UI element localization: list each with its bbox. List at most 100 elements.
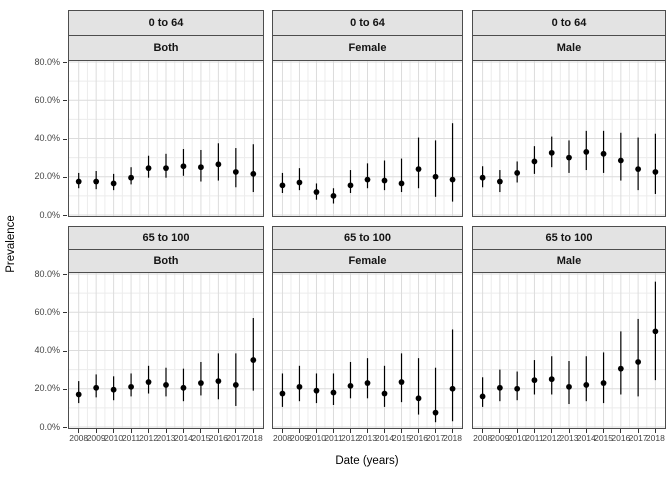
data-point xyxy=(75,178,82,185)
x-tick-mark xyxy=(603,429,605,433)
panel-plot-0to64-male xyxy=(472,60,666,217)
x-tick-label: 2010 xyxy=(507,433,527,443)
data-point xyxy=(145,165,152,172)
x-tick-mark xyxy=(235,429,237,433)
data-point xyxy=(232,169,239,175)
x-tick-mark xyxy=(298,429,300,433)
data-point xyxy=(250,357,257,363)
data-point xyxy=(514,170,521,176)
facet-strip-sex-65to100-both: Both xyxy=(68,249,264,273)
y-tick-label: 60.0% xyxy=(34,94,60,105)
x-tick-label: 2013 xyxy=(559,433,579,443)
data-point xyxy=(296,383,303,390)
data-point xyxy=(617,365,624,372)
panel-plot-65to100-female xyxy=(272,272,463,429)
data-point xyxy=(198,164,204,171)
y-tick-mark xyxy=(63,215,67,216)
data-point xyxy=(330,389,337,396)
y-tick-mark xyxy=(63,62,67,63)
data-point xyxy=(398,180,405,187)
facet-strip-age-65to100-male: 65 to 100 xyxy=(472,226,666,250)
x-tick-label: 2017 xyxy=(226,433,246,443)
panel-plot-0to64-female xyxy=(272,60,463,217)
data-point xyxy=(215,378,222,384)
data-point xyxy=(531,158,538,165)
x-tick-mark xyxy=(113,429,115,433)
y-tick-label: 40.0% xyxy=(34,133,60,143)
x-tick-label: 2015 xyxy=(191,433,211,443)
data-point xyxy=(279,390,286,397)
x-tick-mark xyxy=(435,429,437,433)
x-tick-label: 2016 xyxy=(611,433,631,443)
y-tick-label: 0.0% xyxy=(39,209,60,220)
panel-plot-0to64-both xyxy=(68,60,264,217)
x-tick-mark xyxy=(482,429,484,433)
data-point xyxy=(449,176,456,183)
x-tick-label: 2014 xyxy=(173,433,193,443)
data-point xyxy=(163,382,169,388)
x-tick-mark xyxy=(281,429,283,433)
x-tick-mark xyxy=(252,429,254,433)
data-point xyxy=(566,154,572,161)
data-point xyxy=(583,148,590,155)
x-tick-mark xyxy=(516,429,518,433)
panel-plot-65to100-both xyxy=(68,272,264,429)
data-point xyxy=(432,409,439,416)
x-tick-mark xyxy=(148,429,150,433)
x-tick-label: 2012 xyxy=(341,433,360,443)
x-tick-mark xyxy=(418,429,420,433)
data-point xyxy=(496,178,503,185)
y-tick-label: 20.0% xyxy=(34,383,60,394)
y-tick-mark xyxy=(63,388,67,390)
data-point xyxy=(330,192,337,199)
x-tick-label: 2009 xyxy=(86,433,106,443)
x-tick-label: 2017 xyxy=(426,433,445,443)
data-point xyxy=(93,178,100,185)
x-tick-mark xyxy=(315,429,317,433)
x-tick-label: 2012 xyxy=(139,433,158,443)
data-point xyxy=(145,379,152,385)
x-tick-label: 2011 xyxy=(324,433,343,443)
data-point xyxy=(548,376,555,383)
data-point xyxy=(347,382,354,389)
data-point xyxy=(449,385,456,392)
data-point xyxy=(180,163,187,170)
x-tick-label: 2016 xyxy=(208,433,228,443)
x-tick-label: 2008 xyxy=(69,433,89,443)
data-point xyxy=(479,174,486,181)
data-point xyxy=(531,377,538,384)
x-axis-title: Date (years) xyxy=(335,455,399,467)
y-tick-label: 40.0% xyxy=(34,345,60,355)
x-tick-mark xyxy=(95,429,97,433)
data-point xyxy=(398,379,405,385)
x-tick-label: 2013 xyxy=(358,433,377,443)
data-point xyxy=(313,387,320,394)
x-tick-label: 2013 xyxy=(156,433,176,443)
x-tick-label: 2018 xyxy=(645,433,665,443)
x-tick-label: 2015 xyxy=(594,433,614,443)
data-point xyxy=(279,182,286,189)
facet-strip-sex-0to64-female: Female xyxy=(272,35,463,61)
data-point xyxy=(548,149,555,156)
x-tick-label: 2009 xyxy=(490,433,510,443)
data-point xyxy=(364,176,371,183)
x-tick-mark xyxy=(384,429,385,433)
x-tick-mark xyxy=(367,429,368,433)
data-point xyxy=(514,385,521,392)
y-tick-label: 20.0% xyxy=(34,171,60,182)
facet-strip-age-65to100-female: 65 to 100 xyxy=(272,226,463,250)
x-tick-mark xyxy=(654,429,656,433)
x-tick-label: 2017 xyxy=(628,433,648,443)
data-point xyxy=(313,189,320,195)
x-tick-mark xyxy=(585,429,587,433)
data-point xyxy=(347,182,354,189)
x-tick-label: 2010 xyxy=(307,433,326,443)
data-point xyxy=(635,359,642,365)
x-tick-mark xyxy=(130,429,132,433)
y-tick-mark xyxy=(63,138,67,140)
x-tick-mark xyxy=(349,429,351,433)
facet-strip-age-0to64-female: 0 to 64 xyxy=(272,10,463,36)
y-tick-mark xyxy=(63,176,67,178)
x-tick-label: 2008 xyxy=(272,433,292,443)
facet-strip-sex-65to100-female: Female xyxy=(272,249,463,273)
